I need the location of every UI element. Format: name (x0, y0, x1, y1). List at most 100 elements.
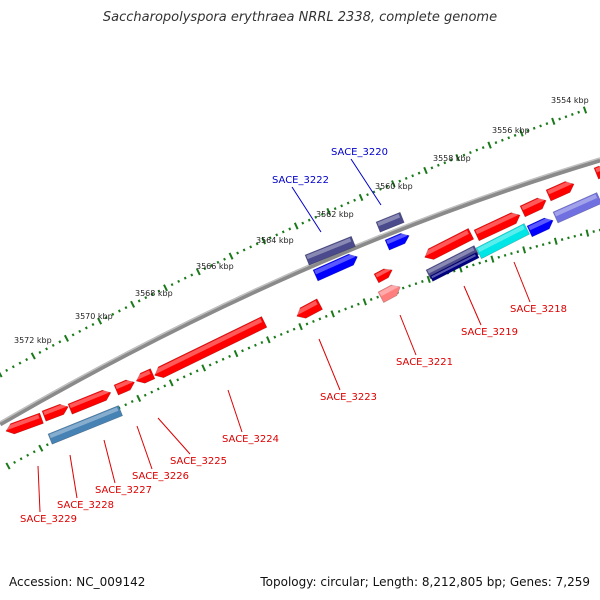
outer-tick (228, 252, 234, 260)
inner-tick (266, 336, 271, 344)
inner-tick (579, 233, 583, 237)
gene-label[interactable]: SACE_3227 (95, 485, 152, 496)
outer-tick (223, 257, 226, 261)
inner-tick (484, 259, 488, 263)
gene-label[interactable]: SACE_3229 (20, 514, 77, 525)
outer-tick (570, 113, 574, 116)
gene-label[interactable]: SACE_3228 (57, 500, 114, 511)
outer-tick (78, 329, 82, 333)
inner-tick (182, 375, 186, 379)
outer-tick (130, 300, 136, 308)
outer-tick (71, 333, 75, 337)
inner-tick (324, 314, 328, 318)
outer-tick (436, 163, 440, 167)
gene-label[interactable]: SACE_3218 (510, 304, 567, 315)
kbp-label: 3572 kbp (14, 336, 52, 345)
inner-tick (535, 244, 539, 248)
gene-arrow (475, 223, 530, 260)
outer-tick (38, 350, 42, 354)
outer-tick (385, 184, 389, 188)
inner-tick (124, 403, 128, 407)
inner-tick (357, 302, 360, 306)
outer-tick (63, 334, 69, 342)
inner-tick (490, 255, 495, 263)
outer-tick (513, 133, 517, 137)
inner-tick (369, 298, 373, 301)
outer-tick (183, 276, 187, 280)
gene-label[interactable]: SACE_3220 (331, 147, 388, 158)
gene-arrow (473, 211, 521, 242)
gene-label[interactable]: SACE_3226 (132, 471, 189, 482)
leader-line (103, 439, 116, 484)
outer-tick (18, 361, 22, 365)
outer-tick-ring (0, 106, 588, 378)
inner-tick (38, 444, 44, 452)
gene-label[interactable]: SACE_3224 (222, 434, 279, 445)
outer-tick (97, 317, 103, 325)
outer-tick (58, 340, 62, 344)
outer-tick (333, 207, 337, 211)
inner-tick (221, 357, 225, 361)
inner-tick (208, 363, 212, 367)
kbp-label: 3558 kbp (433, 154, 471, 163)
outer-tick (157, 289, 161, 293)
gene-label[interactable]: SACE_3221 (396, 357, 453, 368)
gene-arrow (429, 251, 480, 282)
outer-tick (487, 141, 492, 149)
genome-summary-text: Topology: circular; Length: 8,212,805 bp… (260, 575, 590, 589)
inner-tick (585, 229, 590, 237)
inner-tick (260, 341, 264, 345)
inner-tick (228, 354, 231, 358)
outer-tick (210, 263, 213, 267)
inner-tick (19, 457, 23, 461)
gene-label[interactable]: SACE_3222 (272, 175, 329, 186)
inner-tick (279, 332, 283, 336)
outer-tick (288, 227, 292, 231)
outer-tick (144, 296, 148, 300)
inner-tick (344, 307, 347, 311)
genome-backbone-highlight (0, 157, 600, 423)
gene-label[interactable]: SACE_3225 (170, 456, 227, 467)
gene-arrow (552, 192, 600, 224)
gene-arrow (41, 403, 69, 422)
inner-tick (350, 305, 354, 309)
outer-tick (255, 242, 259, 246)
inner-tick (176, 378, 180, 382)
outer-tick (163, 284, 168, 292)
inner-tick (13, 460, 17, 464)
outer-tick (417, 171, 421, 175)
outer-tick (346, 201, 350, 205)
gene-label[interactable]: SACE_3223 (320, 392, 377, 403)
inner-tick (241, 349, 244, 353)
outer-tick (177, 279, 181, 283)
gene-features (5, 165, 600, 445)
outer-tick (539, 124, 542, 128)
kbp-label: 3562 kbp (316, 210, 354, 219)
inner-tick (465, 265, 469, 269)
outer-tick (379, 187, 382, 191)
outer-tick (11, 365, 15, 369)
outer-tick (455, 153, 460, 162)
gene-label[interactable]: SACE_3219 (461, 327, 518, 338)
inner-tick (401, 286, 405, 290)
kbp-labels: 3554 kbp 3556 kbp 3558 kbp 3560 kbp 3562 kbp… (14, 96, 589, 345)
inner-tick (497, 255, 501, 259)
outer-tick (582, 106, 588, 114)
inner-tick (189, 372, 193, 376)
inner-tick (330, 310, 335, 318)
outer-tick (326, 207, 332, 216)
outer-tick (481, 146, 485, 150)
outer-tick (353, 198, 356, 202)
leader-line (157, 417, 191, 455)
label-leader-lines (37, 158, 531, 513)
map-title: Saccharopolyspora erythraea NRRL 2338, c… (102, 10, 498, 25)
inner-tick (298, 322, 303, 331)
gene-arrow (67, 389, 112, 415)
outer-tick (203, 267, 207, 271)
inner-tick (362, 298, 367, 306)
inner-tick (130, 400, 134, 404)
outer-tick (320, 212, 324, 216)
gene-arrow (113, 378, 136, 396)
inner-tick (254, 343, 257, 347)
inner-tick (292, 327, 296, 331)
